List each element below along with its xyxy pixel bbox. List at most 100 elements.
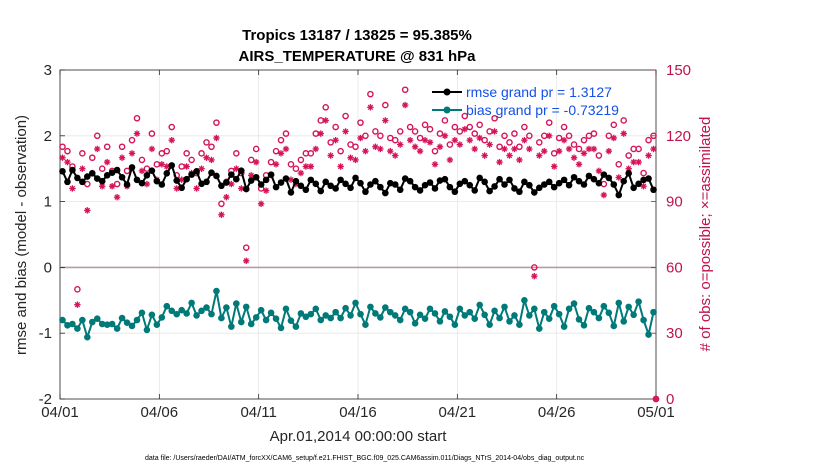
bias-point bbox=[257, 306, 265, 314]
assimilated-obs-marker bbox=[302, 163, 310, 170]
possible-obs-marker bbox=[59, 143, 66, 151]
possible-obs-marker bbox=[491, 114, 498, 122]
rmse-point bbox=[570, 173, 578, 181]
bias-point bbox=[635, 298, 642, 305]
rmse-point bbox=[565, 181, 573, 189]
assimilated-obs-marker bbox=[521, 136, 528, 144]
x-tick-label: 04/01 bbox=[41, 404, 79, 421]
assimilated-obs-marker bbox=[536, 152, 543, 159]
possible-obs-marker bbox=[446, 141, 454, 148]
bias-point bbox=[178, 306, 185, 314]
rmse-point bbox=[431, 185, 439, 192]
rmse-point bbox=[282, 175, 290, 182]
possible-obs-marker bbox=[382, 101, 389, 109]
bias-point bbox=[555, 310, 563, 318]
bias-point bbox=[59, 316, 66, 324]
bias-point bbox=[148, 311, 156, 319]
bias-point bbox=[247, 320, 255, 328]
possible-obs-marker bbox=[610, 121, 618, 129]
bias-point bbox=[74, 325, 81, 332]
bias-point bbox=[386, 308, 394, 316]
possible-obs-marker bbox=[441, 117, 449, 124]
bias-point bbox=[550, 302, 558, 310]
rmse-point bbox=[213, 172, 220, 180]
bias-point bbox=[337, 314, 344, 322]
rmse-point bbox=[501, 181, 508, 188]
bias-point bbox=[610, 322, 618, 330]
bias-point bbox=[262, 316, 270, 324]
x-tick-label: 04/21 bbox=[439, 404, 477, 421]
rmse-point bbox=[262, 176, 270, 184]
rmse-point bbox=[113, 166, 121, 174]
possible-obs-marker bbox=[272, 147, 280, 155]
possible-obs-marker bbox=[74, 286, 81, 293]
bias-point bbox=[347, 312, 354, 319]
possible-obs-marker bbox=[411, 128, 419, 135]
bias-point bbox=[396, 316, 404, 324]
rmse-point bbox=[486, 187, 493, 195]
possible-obs-marker bbox=[545, 119, 553, 126]
possible-obs-marker bbox=[625, 152, 632, 159]
assimilated-obs-marker bbox=[118, 154, 126, 161]
possible-obs-marker bbox=[282, 130, 290, 137]
rmse-point bbox=[386, 179, 394, 187]
bias-point bbox=[531, 305, 538, 313]
rmse-point bbox=[441, 175, 449, 183]
assimilated-obs-marker bbox=[620, 130, 627, 137]
bias-point bbox=[153, 321, 161, 328]
assimilated-obs-marker bbox=[397, 141, 404, 148]
possible-obs-marker bbox=[396, 128, 404, 135]
bias-point bbox=[377, 314, 384, 321]
bias-point bbox=[252, 314, 260, 321]
possible-obs-marker bbox=[252, 145, 260, 153]
bias-point bbox=[307, 310, 315, 318]
assimilated-obs-marker bbox=[610, 134, 617, 142]
possible-obs-marker bbox=[496, 143, 503, 151]
assimilated-obs-marker bbox=[476, 134, 483, 142]
possible-obs-marker bbox=[506, 139, 513, 146]
assimilated-obs-marker bbox=[555, 147, 563, 155]
assimilated-obs-marker bbox=[501, 145, 508, 153]
rmse-point bbox=[297, 182, 305, 190]
rmse-point bbox=[575, 177, 583, 185]
assimilated-obs-marker bbox=[128, 150, 136, 157]
y-tick-label: -1 bbox=[39, 325, 52, 342]
assimilated-obs-marker bbox=[466, 136, 473, 144]
bias-point bbox=[441, 308, 449, 315]
possible-obs-marker bbox=[103, 143, 111, 151]
possible-obs-marker bbox=[133, 114, 141, 122]
rmse-point bbox=[535, 184, 543, 192]
rmse-series bbox=[59, 162, 657, 199]
assimilated-obs-marker bbox=[362, 147, 369, 155]
assimilated-obs-marker bbox=[640, 183, 647, 190]
assimilated-obs-marker bbox=[416, 147, 424, 155]
assimilated-obs-marker bbox=[347, 154, 354, 161]
rmse-point bbox=[272, 183, 280, 191]
bias-point bbox=[491, 307, 498, 315]
assimilated-obs-marker bbox=[496, 158, 503, 166]
possible-obs-marker bbox=[516, 143, 523, 151]
y-right-tick-label: 90 bbox=[666, 194, 683, 211]
rmse-point bbox=[372, 177, 379, 185]
rmse-point bbox=[173, 177, 181, 184]
bias-point bbox=[233, 300, 240, 307]
rmse-point bbox=[143, 171, 151, 179]
possible-obs-marker bbox=[183, 150, 190, 157]
possible-obs-marker bbox=[332, 123, 339, 131]
rmse-point bbox=[69, 166, 76, 174]
rmse-point bbox=[342, 180, 349, 188]
y-right-tick-label: 60 bbox=[666, 259, 683, 276]
bias-point bbox=[327, 314, 334, 322]
bias-point bbox=[496, 314, 503, 322]
possible-obs-marker bbox=[362, 132, 369, 140]
rmse-point bbox=[242, 185, 250, 193]
assimilated-obs-marker bbox=[461, 126, 468, 133]
assimilated-obs-marker bbox=[64, 158, 71, 166]
assimilated-obs-marker bbox=[342, 128, 349, 135]
bias-point bbox=[168, 307, 176, 315]
bias-point bbox=[292, 323, 300, 330]
assimilated-obs-marker bbox=[367, 104, 374, 111]
possible-obs-marker bbox=[113, 180, 121, 188]
bias-point bbox=[143, 326, 151, 334]
possible-obs-marker bbox=[88, 154, 96, 162]
